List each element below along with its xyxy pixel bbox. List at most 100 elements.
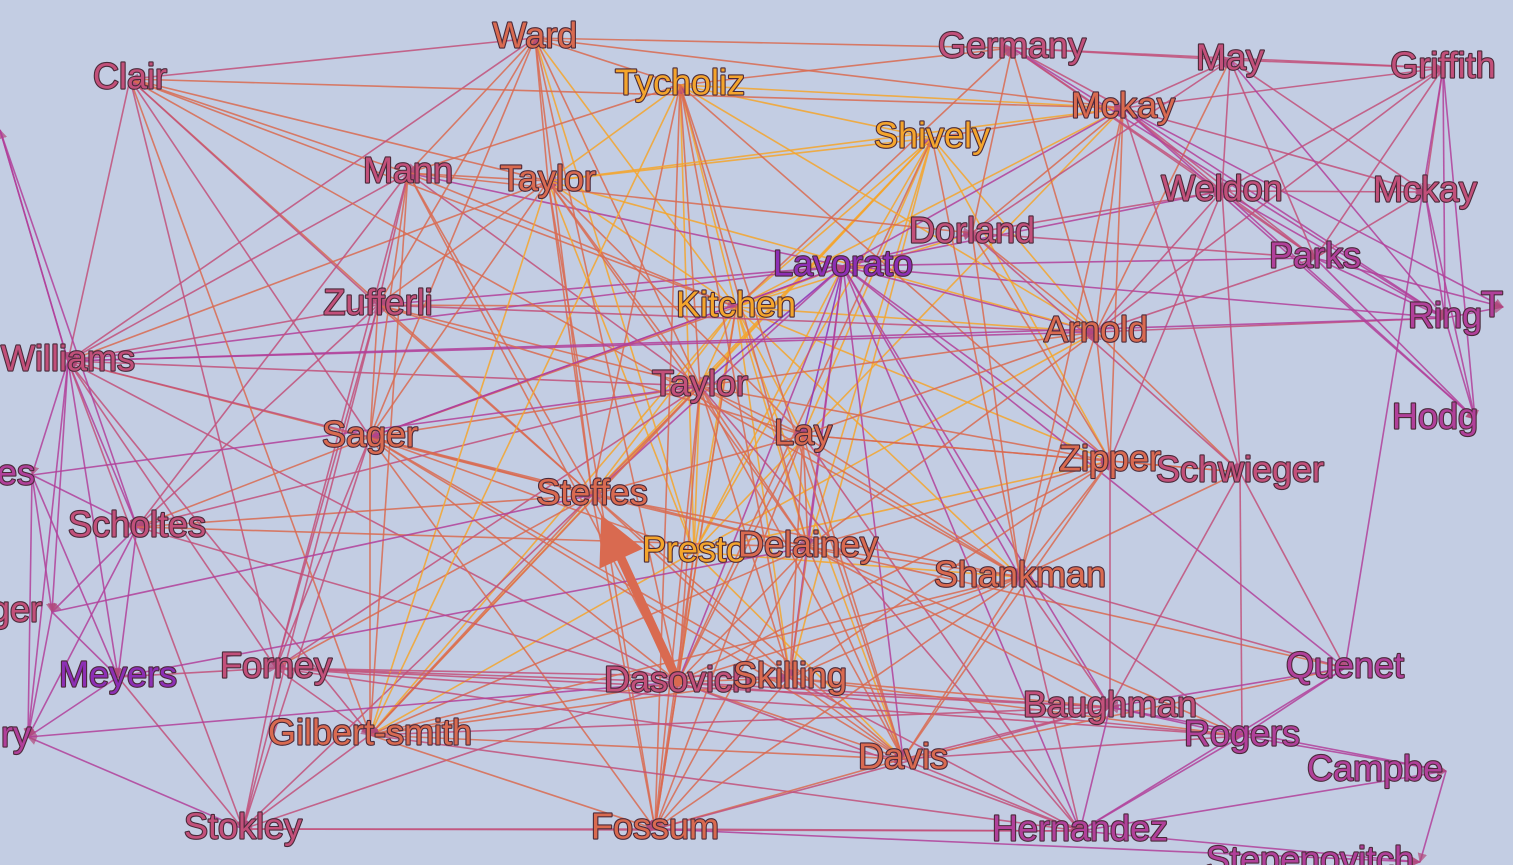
node-label-stepenovitch: Stepenovitch [1206, 839, 1414, 865]
edge-mckay1-ring [1122, 107, 1446, 319]
edge-shankman-shively [928, 137, 1021, 578]
edge-taylor2-taylor1 [547, 180, 701, 387]
edge-taylor2-davis [699, 385, 904, 760]
edge-mann-gilbert [365, 172, 409, 736]
edge-steffes-ward [531, 37, 593, 496]
edge-shankman-mckay1 [1019, 107, 1126, 578]
edge-taylor2-forney [275, 385, 701, 669]
edge-bury-dasovich [27, 677, 679, 738]
node-label-presto: Presto [642, 529, 746, 570]
edge-shively-dasovich [677, 137, 933, 683]
edge-skilling-sager [369, 436, 791, 679]
node-label-mckay1: Mckay [1071, 85, 1175, 126]
node-label-arnold: Arnold [1044, 309, 1148, 350]
edge-skilling-shankman [789, 576, 1021, 679]
edge-gilbert-fossum [369, 734, 656, 831]
node-label-may: May [1196, 37, 1264, 78]
edge-lavorato-mann [407, 170, 844, 267]
edge-kitchen-skilling [735, 306, 794, 679]
edge-steffes-tycholiz [591, 84, 683, 496]
node-label-t_edge: T [1481, 284, 1503, 325]
edge-rogers-hernandez [1079, 735, 1243, 832]
edge-taylor2-zipper [699, 385, 1111, 465]
edge-shively-mckay1 [931, 104, 1124, 139]
edge-dasovich-hernandez [677, 681, 1081, 833]
edge-williams-symes [30, 360, 69, 476]
node-label-zipper: Zipper [1059, 438, 1161, 479]
node-label-shively: Shively [874, 115, 990, 156]
edge-davis-zipper [902, 460, 1111, 760]
edge-symes-berger [31, 474, 56, 613]
edge-lavorato-parks [842, 253, 1316, 267]
edge-forney-stokley [240, 667, 277, 830]
edge-arnold-may [1095, 59, 1231, 333]
edge-skilling-steffes [591, 494, 791, 679]
edge-dorland-parks [971, 232, 1316, 263]
edge-gilbert-hernandez [369, 734, 1081, 835]
edge-presto-shankman [693, 551, 1021, 582]
edge-lavorato-dasovich [676, 265, 844, 683]
edge-lay-davis [802, 434, 906, 760]
edge-davis-shankman [902, 576, 1021, 760]
edge-lavorato-zufferli [377, 265, 844, 310]
node-label-layer: Ward Clair Tycholiz Germany May Griffith Mckay… [0, 13, 1504, 865]
edge-mann-zufferli [375, 172, 409, 306]
edge-clair-williams [65, 78, 131, 362]
edge-ward-williams [67, 37, 536, 362]
node-label-dasovich: Dasovich [604, 659, 752, 700]
edge-davis-quenet [902, 665, 1346, 760]
edge-ward-mann [407, 37, 536, 174]
edge-tycholiz-davis [679, 84, 905, 760]
node-label-schwieger: Schwieger [1156, 449, 1324, 490]
node-label-taylor2: Taylor [652, 363, 748, 404]
edge-tycholiz-ward [534, 36, 681, 86]
edge-williams-ring [67, 313, 1446, 362]
edge-sager-scholtes [136, 436, 371, 529]
edge-schwieger-rogers [1237, 471, 1247, 737]
edge-zufferli-scholtes [136, 304, 379, 528]
node-label-lavorato: Lavorato [773, 243, 913, 284]
edge-lay-steffes [591, 434, 804, 498]
edge-arnold-griffith [1095, 67, 1444, 333]
edge-taylor2-fossum [651, 385, 701, 830]
edge-dasovich-davis [677, 681, 904, 761]
edge-zufferli-williams [67, 304, 379, 365]
edge-taylor2-lay [699, 385, 804, 436]
edge-stokley-bury [27, 735, 244, 830]
edge-shankman-schwieger [1019, 471, 1241, 578]
node-label-taylor1: Taylor [500, 158, 596, 199]
edge-delainey-davis [807, 546, 904, 760]
edge-lavorato-baughman [842, 265, 1111, 708]
edge-mckay2-ring [1424, 191, 1449, 319]
edge-taylor2-williams [67, 356, 701, 387]
edge-taylor1-zufferli [377, 180, 549, 306]
edge-shankman-arnold [1019, 331, 1099, 578]
edge-berger-bury [24, 611, 53, 738]
edge-taylor1-clair [129, 76, 549, 182]
edge-fossum-shankman [654, 576, 1021, 830]
edge-parks-t_edge [1314, 257, 1504, 310]
edge-kitchen-taylor2 [699, 306, 737, 387]
edge-kitchen-taylor1 [547, 180, 737, 308]
node-label-meyers: Meyers [59, 654, 177, 695]
node-label-dorland: Dorland [909, 210, 1035, 251]
edge-lavorato-shankman [842, 265, 1021, 578]
node-label-zufferli: Zufferli [323, 282, 432, 323]
edge-steffes-stokley [242, 494, 593, 830]
node-label-ward: Ward [493, 15, 578, 56]
edge-clair-gilbert [129, 78, 372, 736]
edge-weldon-mckay2 [1221, 187, 1426, 197]
node-label-gilbert: Gilbert-smith [268, 712, 472, 753]
edge-skilling-davis [789, 677, 904, 760]
edge-schwieger-baughman [1109, 471, 1241, 708]
edge-presto-taylor2 [693, 385, 705, 553]
edge-davis-hernandez [902, 758, 1081, 833]
edge-dasovich-mann [407, 172, 679, 683]
edge-forney-gilbert [275, 667, 371, 736]
edge-fossum-stepenovitch [654, 828, 1421, 865]
node-label-quenet: Quenet [1286, 645, 1404, 686]
edge-sager-lavorato [369, 264, 844, 438]
edge-delainey-dasovich [677, 546, 809, 683]
edge-lay-arnold [802, 330, 1097, 436]
